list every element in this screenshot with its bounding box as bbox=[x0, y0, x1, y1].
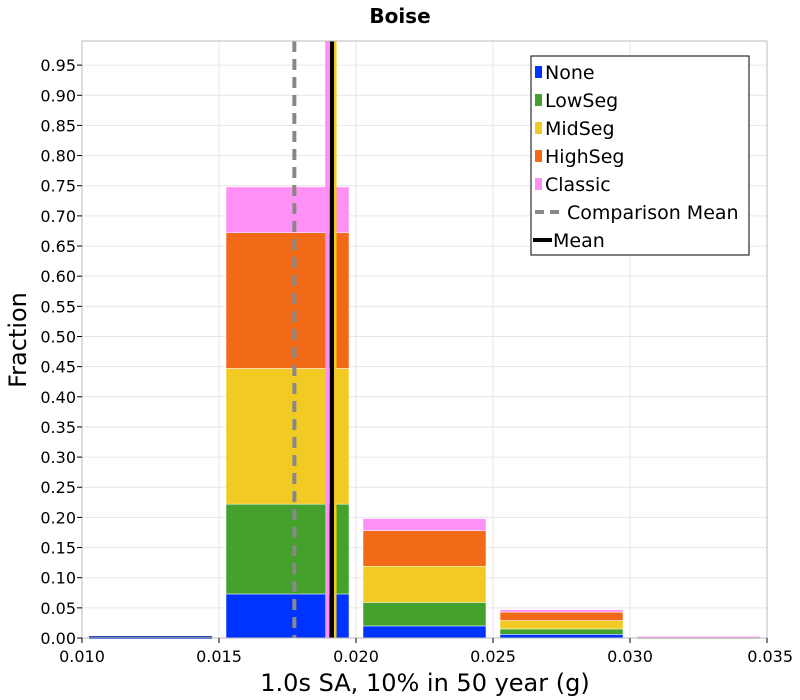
y-tick-label: 0.60 bbox=[40, 267, 76, 286]
bar-midseg-2 bbox=[362, 565, 487, 603]
legend-swatch-classic bbox=[535, 178, 542, 190]
bar-highseg-3 bbox=[499, 611, 624, 621]
legend-label-comparison-mean: Comparison Mean bbox=[567, 202, 739, 224]
legend-swatch-none bbox=[535, 66, 542, 78]
y-tick-label: 0.50 bbox=[40, 327, 76, 346]
legend-label-mean: Mean bbox=[553, 230, 605, 252]
bar-classic-3 bbox=[499, 609, 624, 613]
y-tick-label: 0.00 bbox=[40, 629, 76, 648]
y-tick-label: 0.85 bbox=[40, 116, 76, 135]
mean-lines bbox=[292, 41, 337, 638]
bar-lowseg-3 bbox=[499, 628, 624, 635]
x-axis-ticks: 0.010 0.015 0.020 0.025 0.030 0.035 bbox=[59, 638, 793, 666]
legend-swatch-midseg bbox=[535, 122, 542, 134]
y-tick-label: 0.20 bbox=[40, 508, 76, 527]
legend-swatch-highseg bbox=[535, 150, 542, 162]
y-tick-label: 0.70 bbox=[40, 207, 76, 226]
bar-baseline-0 bbox=[89, 636, 212, 638]
x-tick-label: 0.025 bbox=[470, 647, 516, 666]
x-tick-label: 0.010 bbox=[59, 647, 105, 666]
bar-none-2 bbox=[362, 625, 487, 639]
y-tick-label: 0.05 bbox=[40, 599, 76, 618]
legend-label-midseg: MidSeg bbox=[545, 118, 615, 140]
bar-classic-2 bbox=[362, 518, 487, 531]
plot-frame bbox=[81, 40, 768, 639]
legend: None LowSeg MidSeg HighSeg Classic Comparison… bbox=[530, 55, 750, 256]
bar-lowseg-2 bbox=[362, 602, 487, 627]
x-tick-label: 0.030 bbox=[607, 647, 653, 666]
y-tick-label: 0.10 bbox=[40, 569, 76, 588]
x-tick-label: 0.035 bbox=[747, 647, 793, 666]
x-axis-title: 1.0s SA, 10% in 50 year (g) bbox=[260, 669, 589, 697]
x-tick-label: 0.020 bbox=[333, 647, 379, 666]
y-tick-label: 0.90 bbox=[40, 86, 76, 105]
y-tick-label: 0.55 bbox=[40, 297, 76, 316]
bar-highseg-2 bbox=[362, 530, 487, 567]
legend-box bbox=[530, 55, 750, 256]
legend-label-classic: Classic bbox=[545, 174, 611, 196]
y-axis-ticks: 0.00 0.05 0.10 0.15 0.20 0.25 0.30 0.35 0.40 0.45… bbox=[40, 56, 82, 648]
y-tick-label: 0.80 bbox=[40, 147, 76, 166]
legend-label-lowseg: LowSeg bbox=[545, 90, 618, 112]
y-tick-label: 0.95 bbox=[40, 56, 76, 75]
legend-label-none: None bbox=[545, 62, 595, 84]
chart-title: Boise bbox=[369, 4, 430, 28]
y-tick-label: 0.45 bbox=[40, 358, 76, 377]
y-tick-label: 0.25 bbox=[40, 478, 76, 497]
y-tick-label: 0.65 bbox=[40, 237, 76, 256]
y-tick-label: 0.30 bbox=[40, 448, 76, 467]
y-tick-label: 0.75 bbox=[40, 177, 76, 196]
x-tick-label: 0.015 bbox=[196, 647, 242, 666]
legend-label-highseg: HighSeg bbox=[545, 146, 624, 168]
y-tick-label: 0.15 bbox=[40, 539, 76, 558]
y-axis-title: Fraction bbox=[4, 292, 32, 388]
y-tick-label: 0.35 bbox=[40, 418, 76, 437]
y-tick-label: 0.40 bbox=[40, 388, 76, 407]
bar-none-3 bbox=[499, 634, 624, 639]
legend-swatch-lowseg bbox=[535, 94, 542, 106]
bar-midseg-3 bbox=[499, 620, 624, 630]
